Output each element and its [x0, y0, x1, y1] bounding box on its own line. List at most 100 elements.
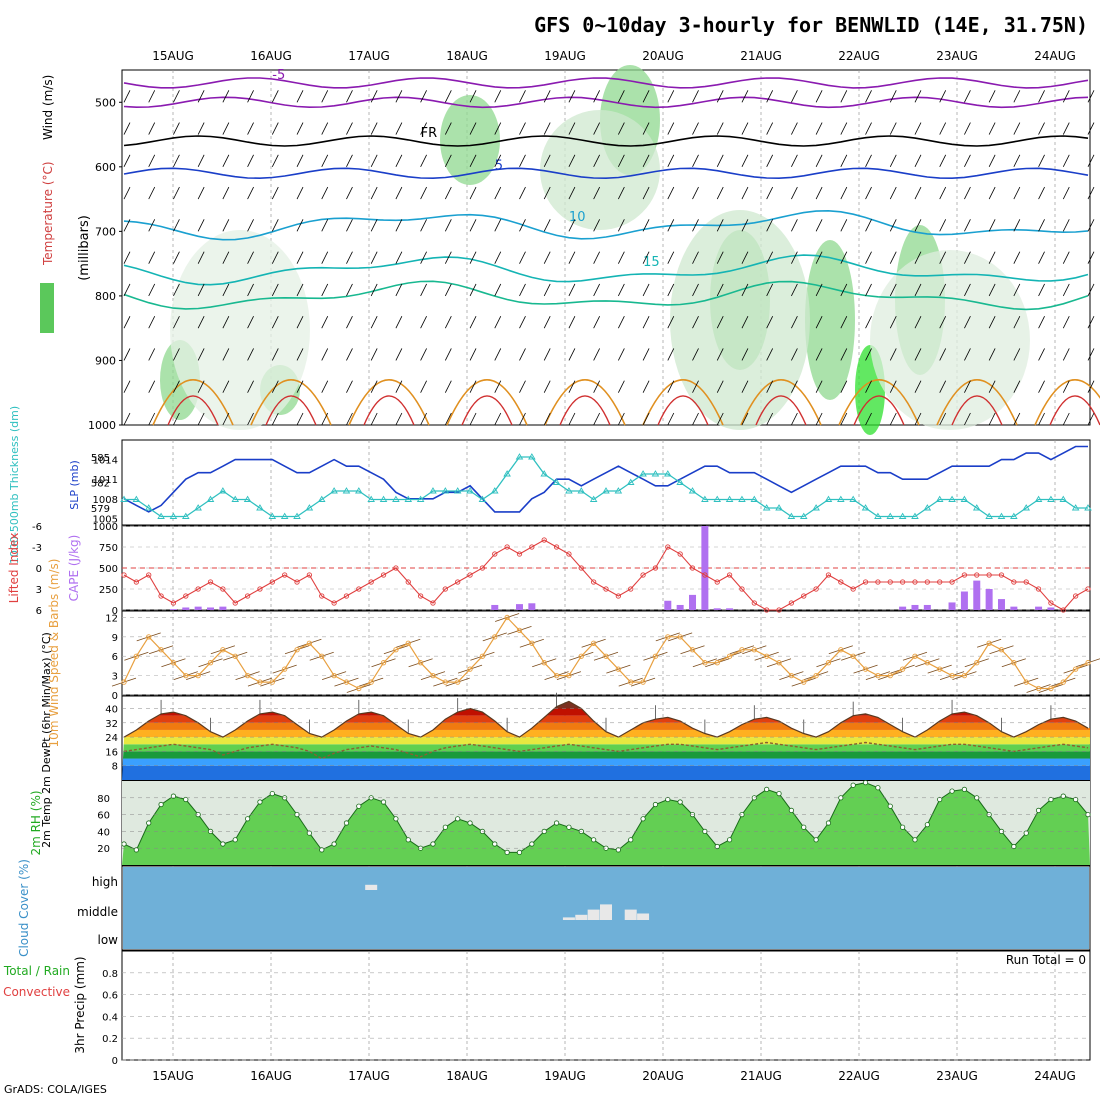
upper-wind-barb: [716, 412, 724, 426]
lifted-index-marker: [739, 586, 745, 592]
upper-wind-barb: [247, 90, 254, 103]
upper-wind-barb: [667, 251, 675, 264]
upper-wind-barb: [1087, 348, 1095, 361]
y-tick-label-right: 750: [99, 543, 118, 554]
upper-wind-barb: [148, 348, 156, 361]
upper-wind-barb: [346, 90, 353, 103]
upper-wind-barb: [618, 219, 625, 232]
upper-wind-barb: [543, 251, 551, 264]
upper-wind-barb: [469, 90, 477, 103]
upper-wind-barb: [469, 316, 477, 329]
cape-bar: [689, 594, 697, 610]
upper-wind-barb: [939, 348, 947, 361]
wind-speed-marker: [751, 647, 757, 653]
upper-wind-barb: [420, 90, 427, 103]
upper-wind-barb: [346, 348, 353, 361]
upper-wind-barb: [568, 412, 576, 426]
lifted-index-marker: [714, 579, 720, 585]
lifted-index-marker: [825, 572, 832, 578]
upper-wind-barb: [247, 316, 254, 329]
upper-wind-barb: [370, 348, 378, 361]
upper-wind-barb: [197, 283, 205, 297]
rh-marker: [1035, 807, 1042, 814]
temp-band: [122, 708, 1090, 716]
upper-wind-barb: [766, 283, 774, 297]
wind-speed-marker: [862, 666, 869, 672]
thickness-marker: [194, 504, 202, 511]
lifted-index-marker: [183, 593, 189, 599]
upper-wind-barb: [123, 154, 131, 167]
lifted-index-marker: [689, 565, 696, 571]
upper-wind-barb: [692, 283, 699, 297]
hot-contour: [461, 395, 513, 426]
y-tick-label: 6: [112, 652, 118, 663]
warm-contour: [1034, 379, 1100, 426]
y-tick-label: 0.2: [102, 1034, 118, 1045]
upper-wind-barb: [741, 219, 749, 232]
thickness-marker: [1059, 495, 1068, 502]
upper-wind-barb: [1013, 154, 1021, 167]
rh-marker: [776, 790, 782, 797]
cape-bar: [985, 589, 993, 610]
upper-wind-barb: [321, 348, 329, 361]
upper-wind-barb: [271, 122, 279, 135]
upper-wind-barb: [964, 251, 971, 264]
thickness-marker: [923, 504, 932, 511]
rh-marker: [232, 837, 238, 843]
upper-wind-barb: [618, 283, 625, 297]
upper-wind-barb: [346, 219, 353, 232]
upper-wind-barb: [692, 412, 699, 426]
lifted-index-marker: [924, 579, 930, 585]
upper-wind-barb: [840, 283, 848, 297]
wind-speed-marker: [714, 660, 720, 666]
y-tick-label: 20: [97, 844, 110, 855]
y-tick-label-right: 250: [99, 585, 118, 596]
upper-wind-barb: [543, 186, 551, 200]
upper-wind-barb: [296, 186, 304, 200]
cloud-level-label: middle: [77, 905, 118, 919]
rh-marker: [553, 820, 560, 826]
upper-wind-barb: [296, 412, 304, 426]
thickness-marker: [144, 504, 153, 511]
lifted-index-marker: [529, 544, 535, 550]
upper-wind-barb: [321, 186, 329, 200]
upper-wind-barb: [1062, 219, 1070, 232]
temp-band: [122, 701, 1090, 709]
upper-wind-barb: [766, 122, 774, 135]
lifted-index-marker: [380, 572, 387, 578]
upper-wind-barb: [716, 154, 724, 167]
x-tick-label-bottom: 19AUG: [544, 1069, 586, 1083]
rh-marker: [937, 796, 943, 803]
upper-wind-barb: [173, 283, 180, 297]
cape-bar: [1010, 606, 1018, 610]
rh-marker: [146, 820, 152, 826]
x-tick-label-top: 17AUG: [348, 49, 390, 63]
thickness-marker: [602, 487, 610, 494]
lifted-index-marker: [801, 593, 807, 599]
upper-wind-barb: [173, 186, 180, 200]
temp-contour: [123, 280, 1089, 311]
x-tick-label-top: 20AUG: [642, 49, 684, 63]
upper-wind-barb: [667, 316, 675, 329]
thickness-marker: [738, 495, 746, 502]
panel-frame: [121, 69, 1091, 426]
upper-wind-barb: [692, 186, 699, 200]
upper-wind-barb: [247, 122, 254, 135]
thickness-marker: [552, 478, 561, 485]
lifted-index-marker: [1035, 586, 1042, 592]
y-axis-label: 3hr Precip (mm): [73, 956, 87, 1053]
upper-wind-barb: [271, 90, 279, 103]
lifted-index-marker: [504, 544, 510, 550]
wind-speed-marker: [1011, 660, 1017, 666]
upper-wind-barb: [692, 90, 699, 103]
upper-wind-barb: [667, 412, 675, 426]
cape-bar: [207, 607, 215, 610]
thickness-marker: [676, 478, 684, 485]
temp-contour: [123, 96, 1089, 109]
upper-wind-barb: [692, 348, 699, 361]
rh-marker: [714, 843, 720, 850]
upper-wind-barb: [222, 251, 230, 264]
lifted-index-marker: [677, 551, 683, 557]
upper-wind-barb: [197, 219, 205, 232]
upper-wind-barb: [988, 219, 996, 232]
